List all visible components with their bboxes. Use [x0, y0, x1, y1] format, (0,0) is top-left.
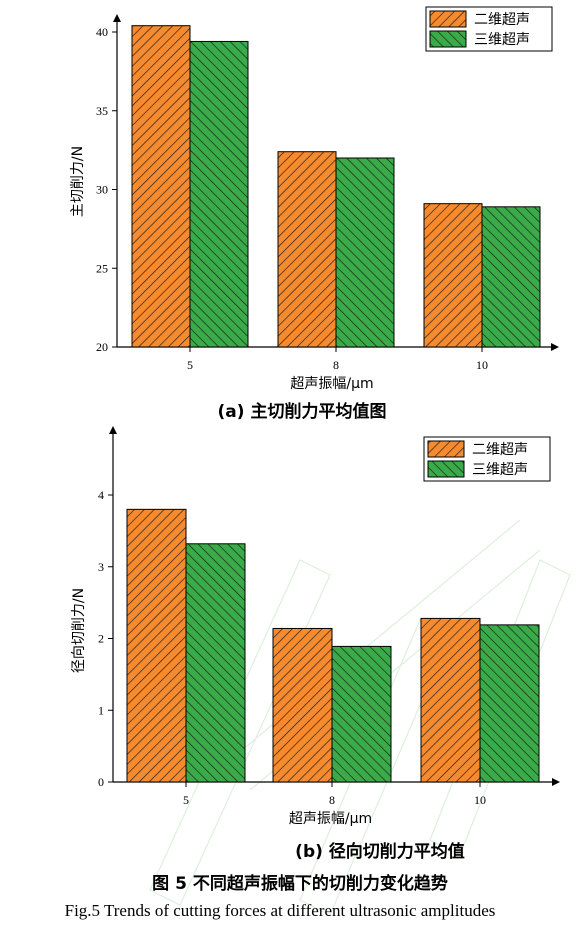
- bar-2d-8: [277, 151, 337, 348]
- y-tick-label: 1: [98, 703, 104, 717]
- x-axis-title: 超声振幅/μm: [289, 811, 372, 827]
- bar-2d-10: [420, 617, 481, 783]
- y-tick-label: 0: [98, 775, 104, 789]
- y-axis-title: 主切削力/N: [70, 146, 86, 217]
- y-tick-label: 40: [96, 25, 108, 39]
- caption-en: Fig.5 Trends of cutting forces at differ…: [65, 901, 496, 920]
- bar-3d-5: [189, 40, 249, 348]
- bar-2d-10: [423, 203, 483, 348]
- x-axis-title: 超声振幅/μm: [290, 376, 373, 392]
- bar-3d-10: [479, 624, 540, 783]
- legend-swatch-2d: [429, 10, 467, 28]
- y-tick-label: 25: [96, 261, 108, 275]
- bar-2d-5: [126, 508, 187, 783]
- bar-3d-5: [185, 543, 246, 783]
- bar-2d-8: [272, 627, 333, 783]
- legend-label: 二维超声: [474, 12, 530, 28]
- legend-swatch-2d: [427, 440, 465, 458]
- chart-subtitle: (a) 主切削力平均值图: [218, 401, 387, 422]
- bar-3d-8: [331, 645, 392, 783]
- x-tick-label: 5: [187, 358, 193, 372]
- bar-3d-10: [481, 206, 541, 348]
- x-tick-label: 5: [183, 793, 189, 807]
- y-tick-label: 35: [96, 104, 108, 118]
- x-tick-label: 8: [329, 793, 335, 807]
- x-tick-label: 10: [476, 358, 488, 372]
- bar-3d-8: [335, 157, 395, 348]
- legend-label: 三维超声: [472, 462, 528, 478]
- legend-swatch-3d: [429, 30, 467, 48]
- chart-subtitle: (b) 径向切削力平均值: [295, 841, 465, 862]
- y-tick-label: 4: [98, 488, 104, 502]
- y-tick-label: 2: [98, 632, 104, 646]
- legend-label: 三维超声: [474, 32, 530, 48]
- x-tick-label: 10: [474, 793, 486, 807]
- y-tick-label: 30: [96, 183, 108, 197]
- legend-swatch-3d: [427, 460, 465, 478]
- x-tick-label: 8: [333, 358, 339, 372]
- legend-label: 二维超声: [472, 442, 528, 458]
- y-tick-label: 20: [96, 340, 108, 354]
- y-axis-title: 径向切削力/N: [71, 588, 87, 673]
- bar-2d-5: [131, 25, 191, 348]
- caption-cn: 图 5 不同超声振幅下的切削力变化趋势: [152, 873, 448, 894]
- y-tick-label: 3: [98, 560, 104, 574]
